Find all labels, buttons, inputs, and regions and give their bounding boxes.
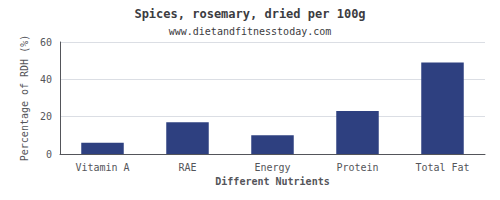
svg-text:20: 20 <box>40 111 52 122</box>
svg-text:Energy: Energy <box>254 162 290 173</box>
svg-text:Different Nutrients: Different Nutrients <box>215 176 329 187</box>
svg-text:Total Fat: Total Fat <box>415 162 469 173</box>
svg-text:40: 40 <box>40 74 52 85</box>
svg-text:Protein: Protein <box>336 162 378 173</box>
svg-text:60: 60 <box>40 37 52 48</box>
svg-text:www.dietandfitnesstoday.com: www.dietandfitnesstoday.com <box>169 26 332 37</box>
svg-text:Percentage of RDH (%): Percentage of RDH (%) <box>19 35 30 161</box>
svg-text:0: 0 <box>46 149 52 160</box>
svg-text:RAE: RAE <box>178 162 196 173</box>
svg-text:Vitamin A: Vitamin A <box>75 162 129 173</box>
svg-text:Spices, rosemary, dried per 10: Spices, rosemary, dried per 100g <box>134 7 365 21</box>
